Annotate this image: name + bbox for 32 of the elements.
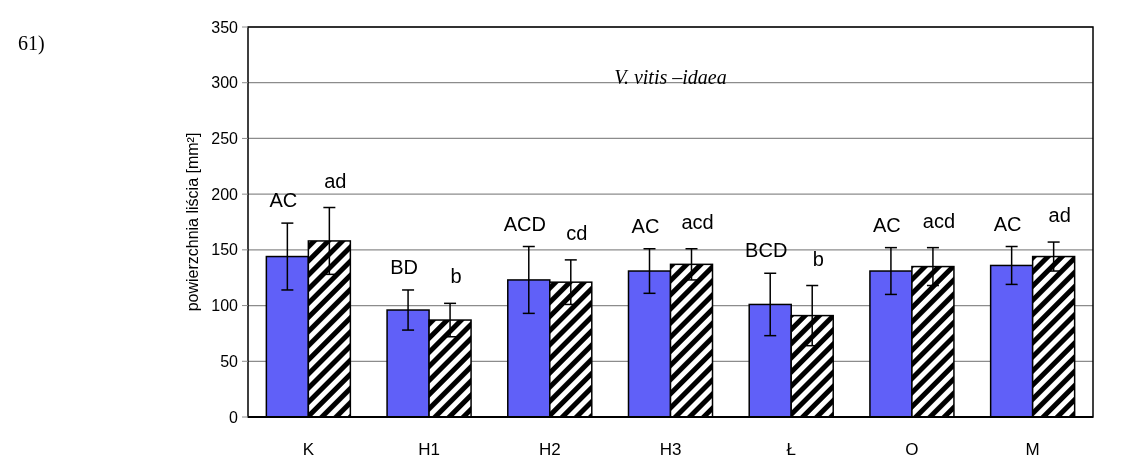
- y-tick-label: 350: [211, 18, 239, 36]
- x-tick-label: Ł: [786, 440, 796, 459]
- text: 61): [18, 32, 45, 55]
- annotation: AC: [269, 189, 298, 212]
- annotation: AC: [873, 213, 901, 236]
- annotation: acd: [681, 210, 714, 233]
- y-tick-label: 250: [211, 130, 239, 148]
- annotation: acd: [922, 209, 956, 232]
- text: V. vitis –idaea: [614, 66, 727, 88]
- y-tick-label: 100: [211, 297, 239, 315]
- annotation: AC: [631, 214, 660, 237]
- annotation: AC: [993, 212, 1022, 235]
- annotation: ad: [324, 169, 347, 192]
- y-tick-label: 0: [229, 408, 239, 426]
- annotation: BCD: [745, 239, 788, 262]
- y-tick-label: 200: [211, 185, 239, 203]
- y-tick-label: 50: [220, 352, 239, 370]
- x-tick-label: H3: [659, 440, 682, 459]
- x-tick-label: K: [302, 440, 315, 459]
- x-tick-label: O: [905, 440, 919, 459]
- y-tick-label: 150: [211, 241, 239, 259]
- annotation: cd: [566, 221, 588, 244]
- x-tick-label: M: [1025, 440, 1040, 459]
- annotation: ACD: [503, 212, 546, 235]
- annotation: ad: [1048, 204, 1071, 227]
- x-tick-label: H2: [538, 440, 561, 459]
- annotation: b: [812, 247, 824, 270]
- annotation: BD: [390, 255, 418, 278]
- annotation: b: [450, 265, 462, 288]
- x-tick-label: H1: [418, 440, 440, 459]
- y-tick-label: 300: [211, 74, 239, 92]
- y-axis-title: powierzchnia liścia [mm²]: [184, 132, 201, 312]
